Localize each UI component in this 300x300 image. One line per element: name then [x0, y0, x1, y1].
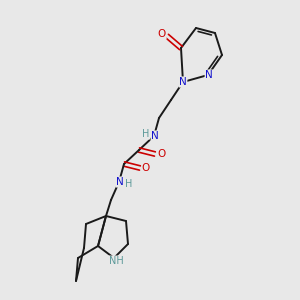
Text: H: H: [142, 129, 150, 139]
Text: N: N: [151, 131, 159, 141]
Text: H: H: [125, 179, 133, 189]
Text: N: N: [179, 77, 187, 87]
Text: N: N: [205, 70, 213, 80]
Text: N: N: [116, 177, 124, 187]
Text: O: O: [157, 149, 165, 159]
Text: NH: NH: [109, 256, 123, 266]
Text: O: O: [142, 163, 150, 173]
Text: O: O: [158, 29, 166, 39]
